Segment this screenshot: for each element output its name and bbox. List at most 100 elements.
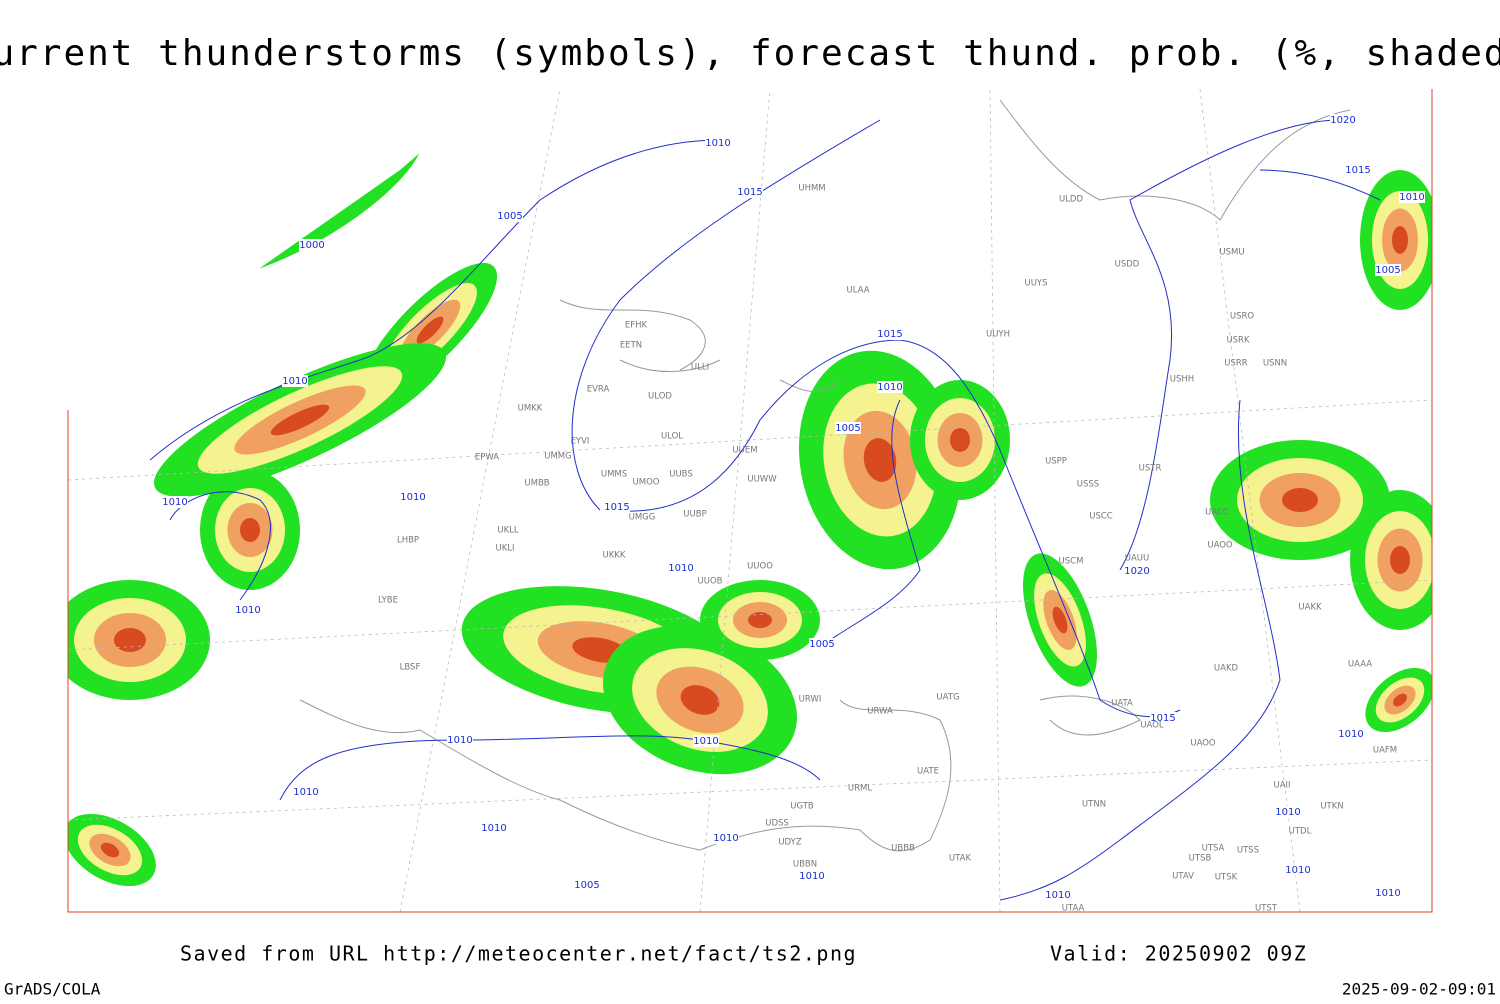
isobar-label-bg: [299, 239, 325, 251]
station-code: EFHK: [625, 321, 648, 331]
station-code: UTSK: [1215, 873, 1238, 883]
station-code: UTST: [1255, 904, 1278, 914]
station-code: USCM: [1059, 557, 1084, 567]
isobar-label: 1010: [481, 823, 506, 834]
station-code: USRK: [1226, 336, 1250, 346]
isobar-label: 1020: [1124, 566, 1149, 577]
station-code: URWI: [799, 695, 822, 705]
isobar-label-bg: [481, 822, 507, 834]
isobar-label-bg: [574, 879, 600, 891]
station-code: ULOD: [648, 392, 672, 402]
station-code: LBSF: [400, 663, 421, 673]
station-code: UMOO: [633, 478, 660, 488]
isobar-label-bg: [1124, 565, 1150, 577]
station-code: UMBB: [524, 479, 549, 489]
isobar-label-bg: [668, 562, 694, 574]
isobar-label: 1015: [1345, 165, 1370, 176]
coastlines: [299, 99, 1351, 852]
station-code: UUWW: [747, 475, 777, 485]
isobar-label: 1005: [497, 211, 522, 222]
station-code: UUYS: [1024, 279, 1047, 289]
station-code: UTSB: [1189, 854, 1212, 864]
isobar-label: 1010: [1375, 888, 1400, 899]
station-code: USHH: [1170, 375, 1194, 385]
station-code: UMGG: [629, 513, 656, 523]
station-code: ULAA: [846, 286, 869, 296]
prob-area: [748, 612, 772, 628]
prob-area: [240, 518, 260, 542]
station-code: UTNN: [1082, 800, 1106, 810]
map: 1010 1015 1005 1000 1010 1015 1010 1005 1010 1010…: [68, 89, 1432, 914]
isobar-label: 1005: [1375, 265, 1400, 276]
prob-area: [114, 628, 146, 652]
isobar-label-bg: [799, 870, 825, 882]
prob-area: [275, 183, 325, 217]
station-code: ULLI: [691, 363, 709, 373]
station-code: UMKK: [518, 404, 543, 414]
prob-area: [950, 428, 970, 452]
isobar-label-bg: [1330, 114, 1356, 126]
software: GrADS/COLA: [4, 980, 101, 999]
isobar-label: 1010: [1285, 865, 1310, 876]
station-code: ULOL: [661, 432, 683, 442]
station-code: UUOO: [747, 562, 773, 572]
isobar-label: 1010: [293, 787, 318, 798]
station-code: UTDL: [1289, 827, 1312, 837]
isobar-label-bg: [737, 186, 763, 198]
station-code: UBBB: [891, 844, 915, 854]
station-code: UKLL: [497, 526, 519, 536]
station-code: UTAV: [1172, 872, 1194, 882]
station-code: EETN: [620, 341, 642, 351]
valid-time: Valid: 20250902 09Z: [1050, 942, 1307, 966]
station-code: UUEM: [732, 446, 757, 456]
isobar-label-bg: [1338, 728, 1364, 740]
station-code: UUOB: [698, 577, 723, 587]
isobar-label-bg: [809, 638, 835, 650]
isobar-label-bg: [235, 604, 261, 616]
station-code: LYBE: [378, 596, 398, 606]
isobar-label-bg: [705, 137, 731, 149]
isobar-label: 1010: [447, 735, 472, 746]
station-code: USTR: [1139, 464, 1162, 474]
prob-area: [100, 842, 120, 858]
station-code: USRR: [1224, 359, 1248, 369]
station-code: UATA: [1111, 699, 1133, 709]
station-code: UATG: [936, 693, 959, 703]
isobar-label: 1005: [809, 639, 834, 650]
isobar-label: 1010: [693, 736, 718, 747]
station-code: UUYH: [986, 330, 1010, 340]
isobar-label: 1010: [162, 497, 187, 508]
isobar-label: 1010: [877, 382, 902, 393]
source-url: Saved from URL http://meteocenter.net/fa…: [180, 942, 857, 966]
isobar-label-bg: [877, 328, 903, 340]
station-code: UMMG: [544, 452, 571, 462]
isobar-label: 1005: [574, 880, 599, 891]
station-code: UHMM: [798, 184, 825, 194]
title: Current thunderstorms (symbols), forecas…: [0, 33, 1500, 74]
isobar-label-bg: [693, 735, 719, 747]
prob-area: [680, 685, 720, 715]
prob-area: [1392, 226, 1408, 254]
isobar-label: 1010: [1338, 729, 1363, 740]
isobar-label-bg: [447, 734, 473, 746]
station-code: UKLI: [495, 544, 514, 554]
isobar-label-bg: [1399, 191, 1425, 203]
isobar-label-bg: [1375, 887, 1401, 899]
station-code: EVRA: [587, 385, 610, 395]
isobar-label: 1010: [668, 563, 693, 574]
isobar-label-bg: [1275, 806, 1301, 818]
station-code: UDYZ: [778, 838, 801, 848]
station-code: URML: [848, 784, 872, 794]
map-border: [67, 89, 1433, 913]
prob-area: [1390, 546, 1410, 574]
isobar-label-bg: [497, 210, 523, 222]
station-code: UTSS: [1237, 846, 1259, 856]
station-code: USPP: [1045, 457, 1067, 467]
station-code: EPWA: [475, 453, 499, 463]
station-code: UTSA: [1202, 844, 1225, 854]
isobar-label-bg: [1150, 712, 1176, 724]
isobar-label: 1015: [737, 187, 762, 198]
station-code: UACC: [1205, 508, 1229, 518]
isobar-label: 1010: [400, 492, 425, 503]
isobar-label: 1015: [877, 329, 902, 340]
